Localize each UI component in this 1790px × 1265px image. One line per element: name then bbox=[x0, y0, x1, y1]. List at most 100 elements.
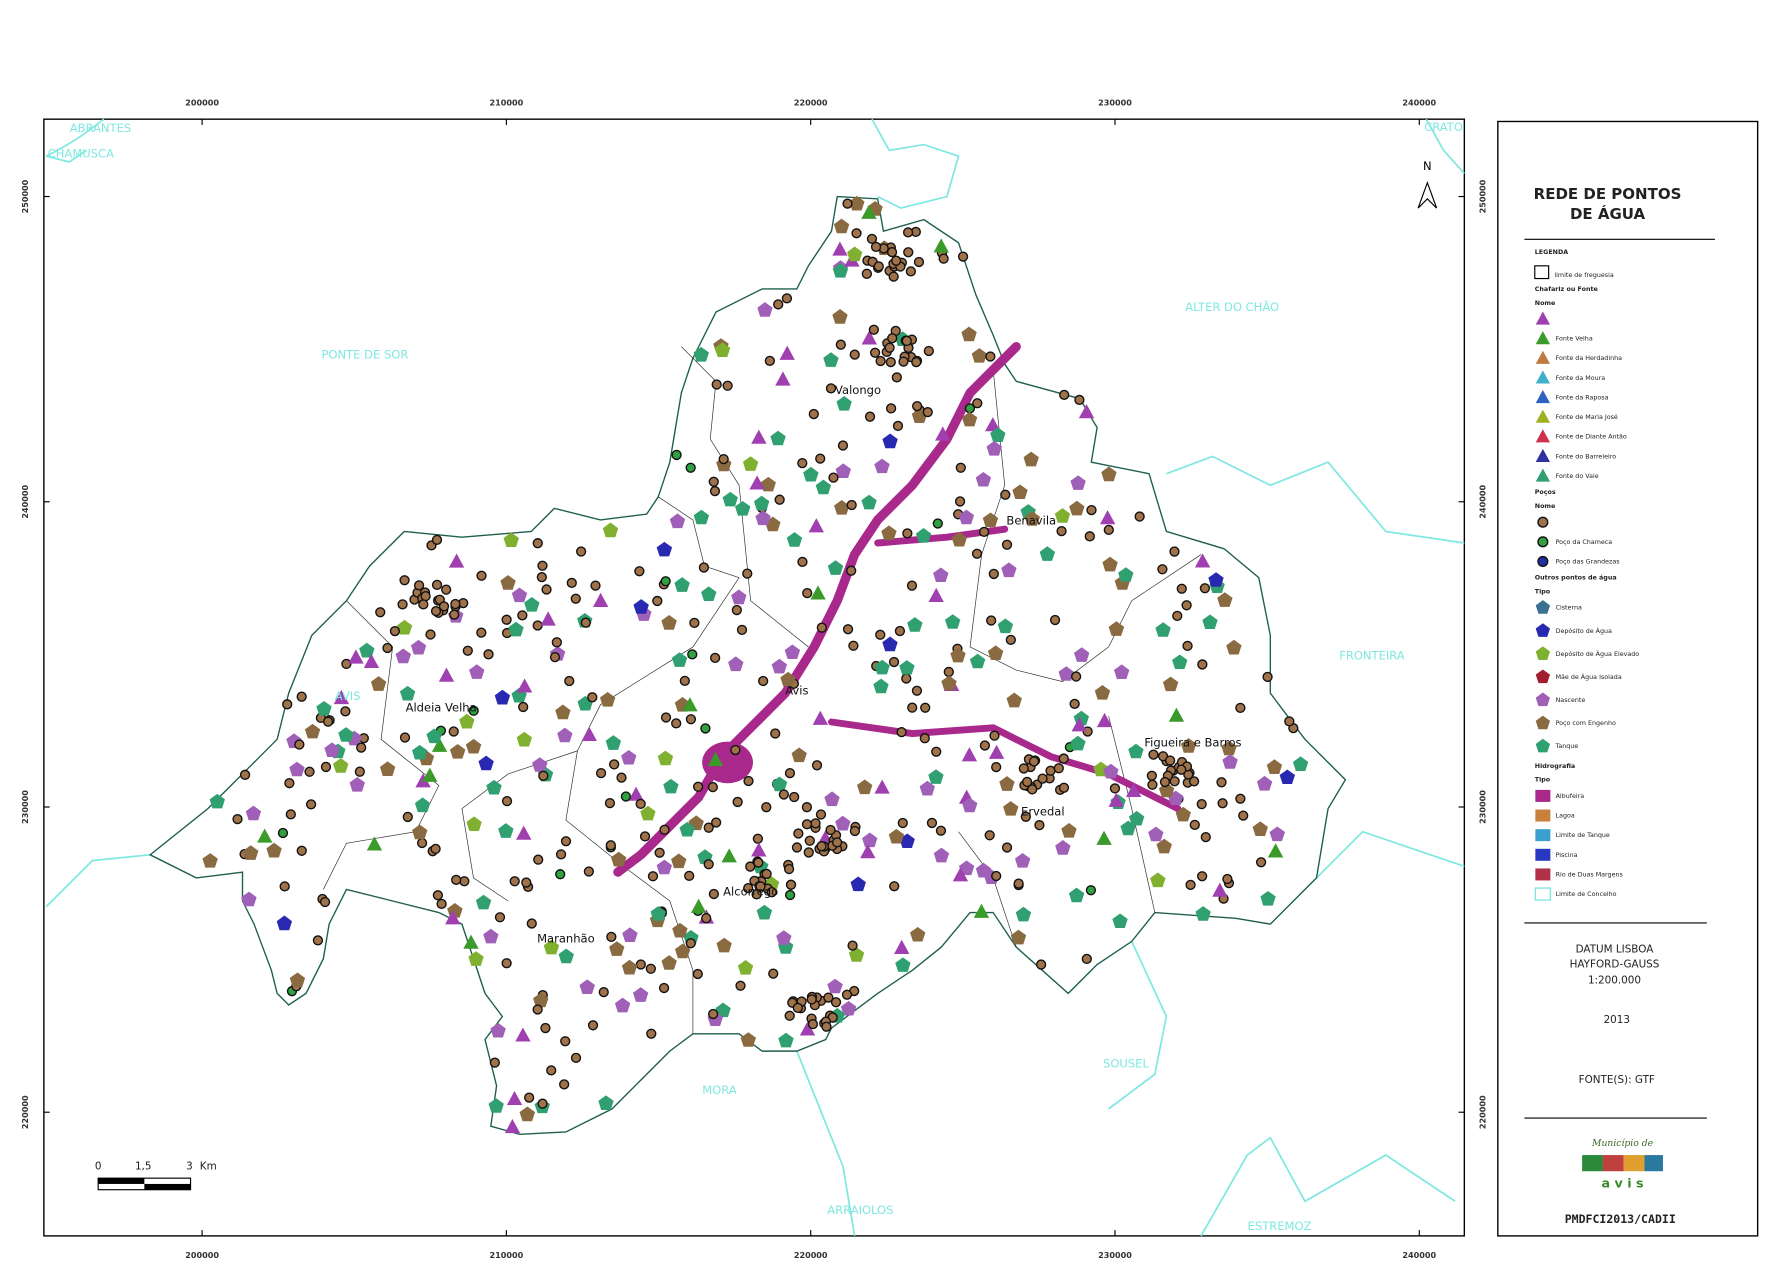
water-point bbox=[1099, 510, 1116, 525]
water-point bbox=[1024, 511, 1041, 526]
water-point bbox=[348, 649, 364, 664]
water-point bbox=[1094, 685, 1111, 700]
water-point bbox=[758, 675, 769, 687]
neighbor-label: CHAMUSCA bbox=[48, 146, 114, 160]
water-point bbox=[399, 732, 411, 743]
water-point bbox=[661, 955, 677, 970]
water-point bbox=[971, 548, 983, 559]
legend-swatch bbox=[1535, 715, 1551, 730]
legend-label: Rio de Duas Margens bbox=[1556, 871, 1623, 878]
water-point bbox=[907, 702, 918, 713]
water-point bbox=[913, 256, 925, 268]
legend-group-title: Poços bbox=[1535, 489, 1556, 496]
water-point bbox=[605, 840, 616, 851]
water-point bbox=[1078, 404, 1095, 419]
water-point bbox=[891, 372, 902, 383]
water-point bbox=[1018, 763, 1029, 774]
water-point bbox=[816, 841, 827, 852]
water-point bbox=[1118, 567, 1134, 582]
water-point bbox=[745, 861, 756, 872]
water-point bbox=[296, 845, 307, 856]
water-point bbox=[257, 828, 273, 843]
water-point bbox=[945, 614, 961, 629]
water-point bbox=[840, 1001, 857, 1016]
water-point bbox=[907, 617, 923, 632]
legend-label: Poço das Grandezas bbox=[1556, 558, 1620, 565]
legend-heading: LEGENDA bbox=[1535, 249, 1568, 256]
water-point bbox=[1168, 707, 1185, 722]
reservoir-main bbox=[613, 342, 1021, 877]
water-point bbox=[972, 398, 983, 409]
water-point bbox=[685, 462, 696, 473]
water-point bbox=[984, 830, 995, 841]
water-point bbox=[1194, 553, 1211, 568]
water-point bbox=[830, 997, 842, 1008]
water-point bbox=[1176, 583, 1187, 594]
water-point bbox=[1196, 799, 1207, 810]
water-point bbox=[595, 767, 607, 779]
water-point bbox=[1096, 830, 1112, 845]
water-point bbox=[1085, 885, 1097, 896]
water-point bbox=[566, 577, 577, 589]
legend-group-subtitle: Nome bbox=[1535, 300, 1556, 307]
water-point bbox=[825, 383, 837, 394]
water-point bbox=[742, 456, 759, 471]
water-point bbox=[756, 904, 773, 920]
water-point bbox=[982, 512, 999, 528]
water-point bbox=[991, 761, 1002, 773]
legend-swatch bbox=[1535, 600, 1551, 614]
legend-group-subtitle: Nome bbox=[1535, 503, 1556, 510]
water-point bbox=[430, 605, 442, 617]
water-point bbox=[669, 513, 686, 529]
council-limit bbox=[796, 1050, 856, 1237]
water-point bbox=[616, 772, 627, 783]
water-point bbox=[370, 676, 387, 691]
water-point bbox=[294, 739, 305, 750]
y-tick-label: 220000 bbox=[20, 1095, 30, 1129]
water-point bbox=[888, 271, 899, 282]
water-point bbox=[784, 644, 801, 660]
water-point bbox=[1037, 773, 1048, 784]
water-point bbox=[784, 889, 796, 901]
water-point bbox=[961, 326, 977, 342]
water-point bbox=[988, 744, 1005, 759]
water-point bbox=[899, 660, 915, 675]
water-point bbox=[1217, 798, 1228, 809]
water-point bbox=[1084, 531, 1095, 542]
legend-swatch bbox=[1535, 350, 1551, 364]
water-point bbox=[537, 560, 548, 571]
water-point bbox=[359, 642, 375, 658]
water-point bbox=[463, 934, 479, 949]
neighbor-label: ARRAIOLOS bbox=[827, 1203, 893, 1217]
water-point bbox=[775, 371, 791, 386]
water-point bbox=[598, 986, 609, 998]
water-point bbox=[693, 509, 710, 525]
water-point bbox=[786, 532, 803, 547]
legend-label: Nascente bbox=[1556, 697, 1586, 704]
water-point bbox=[516, 825, 532, 840]
water-point bbox=[951, 531, 967, 547]
water-point bbox=[1113, 664, 1130, 680]
water-point bbox=[489, 1057, 500, 1068]
water-point bbox=[679, 675, 690, 686]
water-point bbox=[935, 825, 947, 836]
water-point bbox=[888, 828, 905, 844]
water-point bbox=[1109, 783, 1121, 794]
water-point bbox=[896, 727, 907, 738]
water-point bbox=[438, 601, 450, 612]
water-point bbox=[537, 1098, 548, 1109]
water-point bbox=[660, 576, 671, 587]
water-point bbox=[524, 597, 540, 612]
council-limit bbox=[1108, 941, 1168, 1110]
water-point bbox=[410, 639, 427, 655]
water-point bbox=[958, 509, 975, 525]
water-point bbox=[1068, 887, 1085, 903]
legend-label: Piscina bbox=[1556, 852, 1578, 859]
water-point bbox=[284, 778, 295, 789]
x-tick-label: 210000 bbox=[490, 98, 524, 108]
water-point bbox=[834, 500, 850, 515]
water-point bbox=[837, 440, 849, 451]
legend-swatch bbox=[1534, 887, 1552, 901]
water-point bbox=[841, 989, 853, 1000]
water-point bbox=[771, 776, 788, 792]
